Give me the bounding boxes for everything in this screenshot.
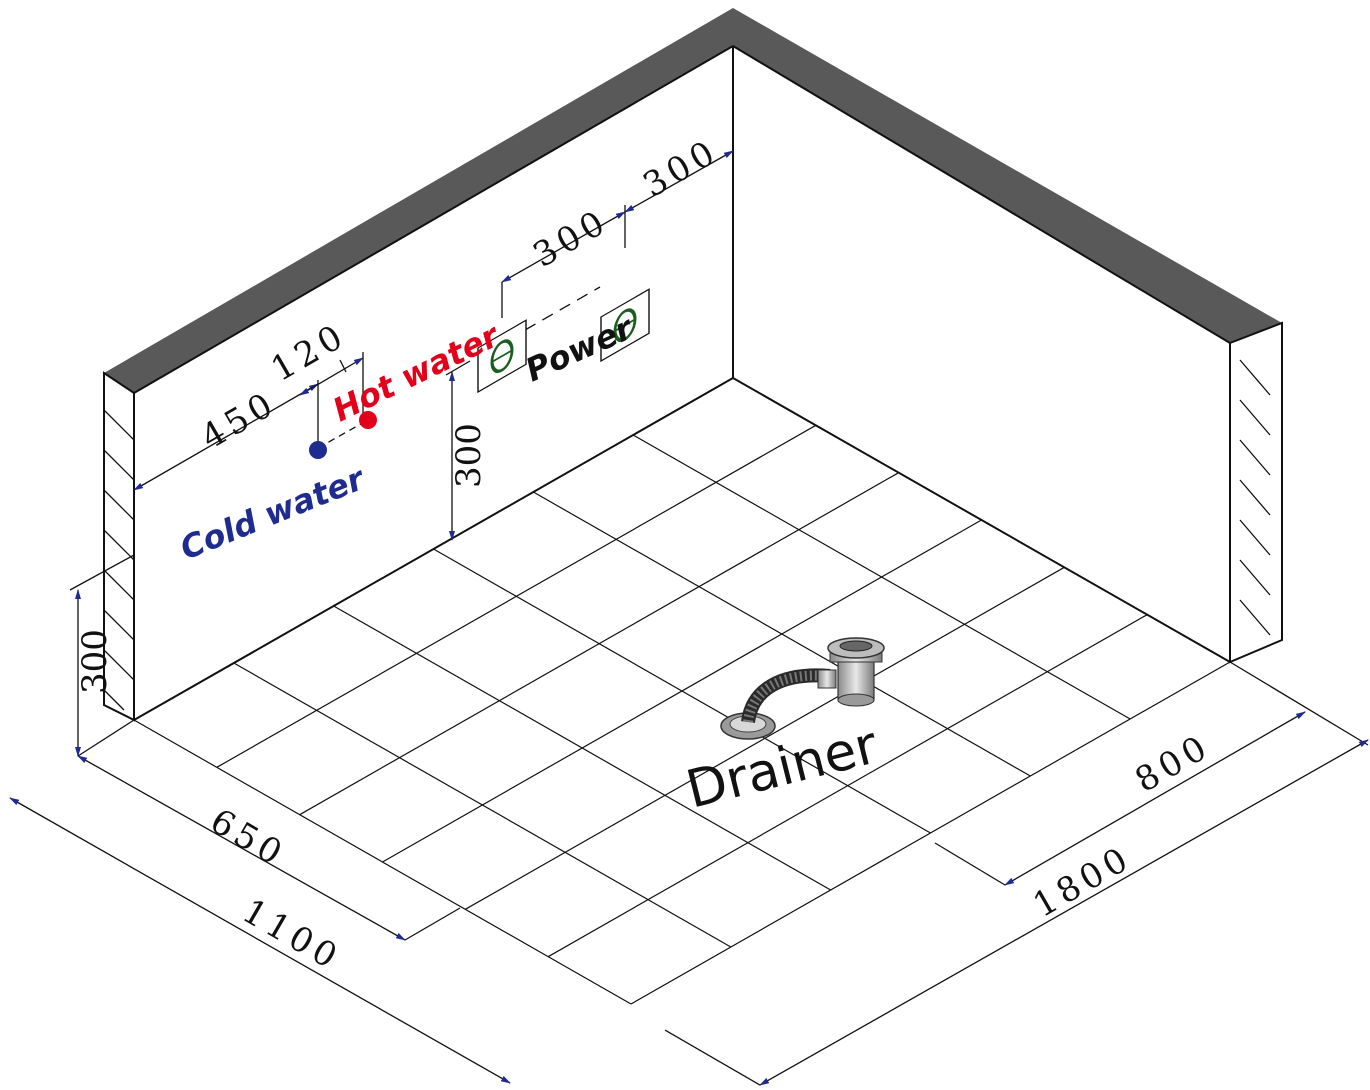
- dimension-800: 800: [1129, 726, 1218, 801]
- dimension-450: 450: [195, 383, 284, 458]
- dimension-300-power-right: 300: [637, 131, 726, 206]
- dimension-650: 650: [204, 801, 293, 876]
- power-dimension-lines: [501, 150, 734, 331]
- dimension-1100: 1100: [236, 891, 348, 979]
- power-height-dimension: [445, 360, 471, 541]
- drainer-label: Drainer: [681, 715, 884, 820]
- hot-water-point: [359, 411, 377, 429]
- floor-grid-line: [216, 424, 817, 768]
- dimension-300-power-left: 300: [527, 201, 616, 276]
- floor-grid-line: [465, 566, 1065, 910]
- cold-water-point: [309, 441, 327, 459]
- power-label: Power: [520, 308, 640, 389]
- water-dimension-lines: [133, 352, 369, 491]
- power-socket-icon: [600, 288, 650, 363]
- back-wall-top: [104, 8, 1282, 393]
- cold-water-label: Cold water: [175, 459, 372, 568]
- floor-drain-icon: [720, 637, 885, 740]
- power-socket-icon: [477, 319, 527, 394]
- dimension-120: 120: [265, 315, 354, 390]
- dimension-1800: 1800: [1027, 838, 1139, 926]
- floor-dimension-lines: [9, 661, 1369, 1086]
- wall-height-dimension: [69, 554, 135, 757]
- dimension-300-floor: 300: [75, 629, 115, 694]
- dimension-300-wall: 300: [449, 423, 489, 488]
- right-wall-section: [1229, 321, 1283, 664]
